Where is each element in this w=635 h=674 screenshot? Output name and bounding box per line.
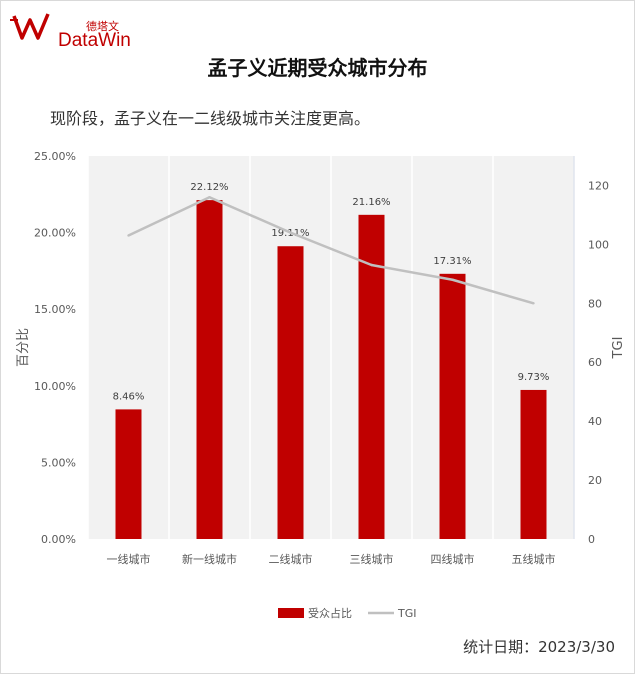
- y-tick-label: 15.00%: [34, 303, 76, 316]
- y-tick-label: 20.00%: [34, 227, 76, 240]
- brand-name-cn: 德塔文: [86, 20, 119, 33]
- tgi-point: [532, 302, 535, 305]
- y2-tick-label: 80: [588, 297, 602, 310]
- bar: [358, 214, 385, 539]
- bar: [520, 389, 547, 539]
- bar: [277, 246, 304, 539]
- y-tick-label: 5.00%: [41, 456, 76, 469]
- tgi-line: [127, 195, 534, 305]
- stat-date: 统计日期：2023/3/30: [463, 638, 615, 656]
- bar-data-label: 9.73%: [518, 372, 550, 383]
- x-tick-label: 一线城市: [107, 552, 151, 566]
- y-tick-label: 10.00%: [34, 380, 76, 393]
- y2-tick-label: 60: [588, 356, 602, 369]
- y-tick-label: 0.00%: [41, 533, 76, 546]
- datawin-logo: 德塔文 DataWin: [8, 8, 131, 51]
- chart-title: 孟子义近期受众城市分布: [207, 56, 428, 80]
- bar-data-label: 8.46%: [113, 391, 145, 402]
- x-tick-label: 五线城市: [512, 552, 556, 566]
- y-tick-label: 25.00%: [34, 150, 76, 163]
- chart-subtitle: 现阶段，孟子义在一二线级城市关注度更高。: [50, 109, 371, 128]
- bar-data-label: 21.16%: [352, 197, 390, 208]
- tgi-point: [127, 234, 130, 237]
- legend-label: 受众占比: [308, 606, 352, 620]
- y-axis-title: 百分比: [16, 328, 31, 367]
- bar-data-label: 22.12%: [190, 182, 228, 193]
- legend-swatch-bar: [278, 608, 304, 618]
- x-tick-label: 三线城市: [350, 552, 394, 566]
- tgi-point: [370, 263, 373, 267]
- y2-tick-label: 40: [588, 415, 602, 428]
- tgi-point: [289, 231, 292, 234]
- x-tick-label: 二线城市: [269, 552, 313, 566]
- tgi-point: [208, 196, 211, 199]
- tgi-point: [451, 278, 454, 281]
- y2-tick-label: 100: [588, 238, 609, 251]
- y2-tick-label: 120: [588, 179, 609, 192]
- legend-label: TGI: [397, 607, 417, 620]
- brand-name-en: DataWin: [58, 30, 131, 51]
- y2-tick-label: 0: [588, 533, 595, 546]
- x-tick-label: 四线城市: [431, 552, 475, 566]
- bar-data-label: 17.31%: [433, 256, 471, 267]
- bar: [196, 200, 223, 540]
- bar: [115, 409, 142, 539]
- y2-axis-title: TGI: [611, 337, 626, 360]
- y2-tick-label: 20: [588, 474, 602, 487]
- x-tick-label: 新一线城市: [182, 552, 237, 566]
- datawin-logo-mark: [10, 13, 50, 40]
- bar: [439, 273, 466, 539]
